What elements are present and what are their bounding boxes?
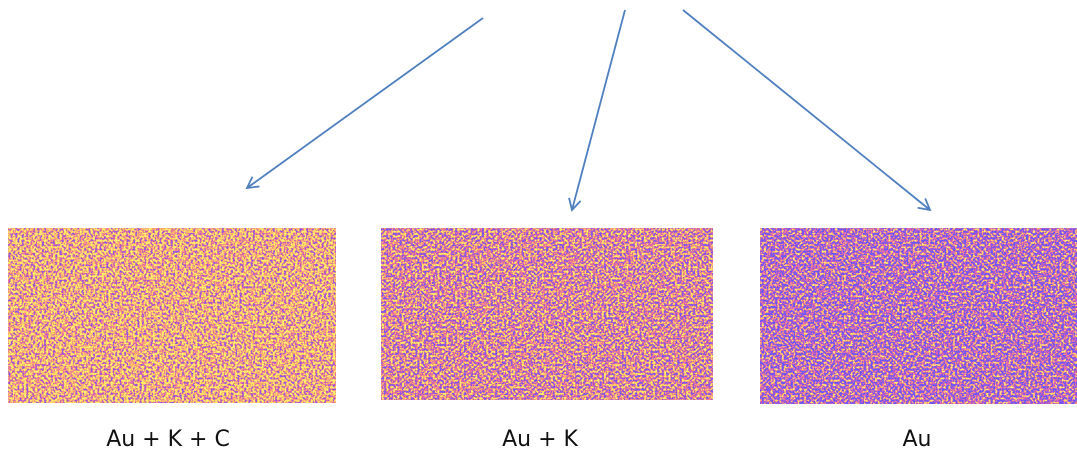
panel-label: Au — [903, 427, 932, 452]
map-image — [8, 228, 336, 403]
arrow — [682, 9, 932, 212]
arrow — [245, 17, 484, 190]
map-image — [381, 228, 713, 400]
panel-label: Au + K + C — [106, 427, 230, 452]
panel-label: Au + K — [502, 427, 578, 452]
map-image — [760, 228, 1077, 404]
arrow — [568, 9, 626, 212]
